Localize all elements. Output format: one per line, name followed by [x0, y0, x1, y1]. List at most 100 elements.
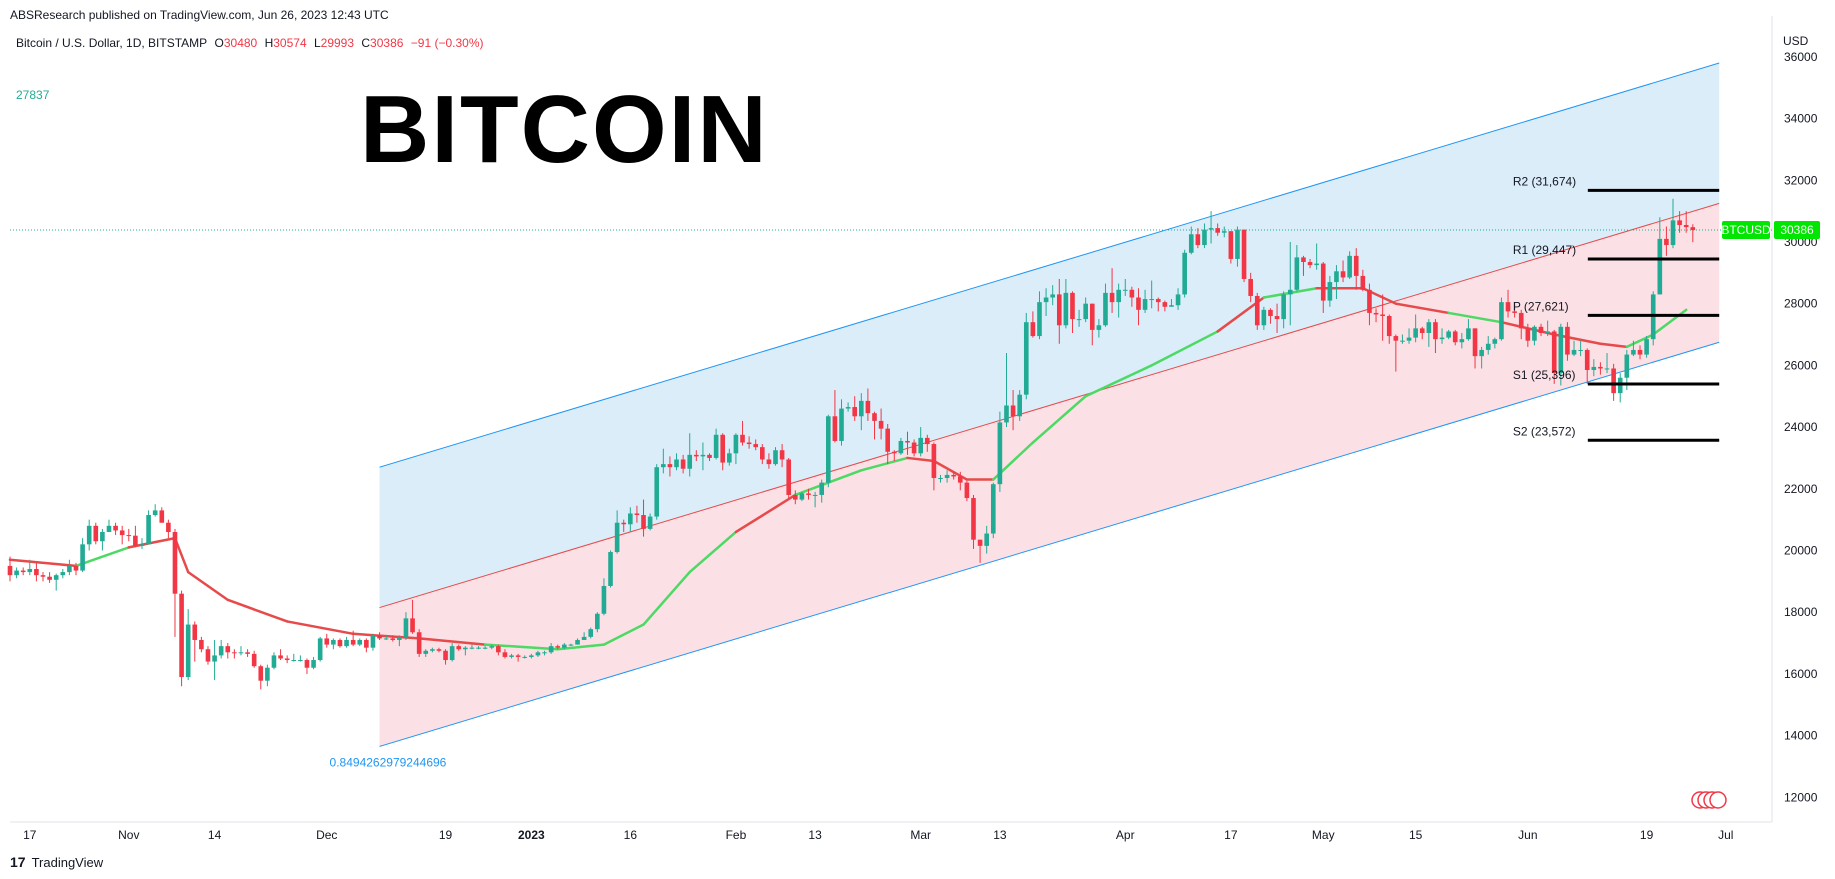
candle-body	[654, 467, 660, 517]
candle-body	[1109, 292, 1115, 303]
currency-label: USD	[1783, 34, 1809, 48]
candle-body	[60, 572, 66, 576]
candle-body	[1294, 257, 1300, 290]
candle-body	[832, 416, 838, 441]
candle-body	[1499, 302, 1504, 340]
candle-body	[766, 459, 772, 465]
high-value: 30574	[273, 36, 307, 50]
candle-body	[383, 638, 389, 640]
candle-body	[1578, 349, 1583, 351]
candle-body	[317, 638, 323, 661]
candle-body	[944, 474, 950, 478]
candle-body	[331, 639, 336, 645]
candle-body	[423, 650, 429, 654]
candle-body	[364, 639, 369, 648]
candle-body	[476, 647, 481, 649]
ema-line-segment	[1084, 364, 1153, 398]
candle-body	[370, 635, 376, 648]
candle-body	[753, 444, 759, 448]
candle-body	[812, 494, 818, 496]
candle-body	[1261, 309, 1267, 326]
candle-body	[1644, 339, 1649, 355]
candle-body	[957, 476, 963, 483]
candle-body	[271, 655, 277, 668]
x-tick-label: 13	[993, 828, 1007, 842]
candle-body	[73, 565, 79, 571]
candle-body	[482, 647, 488, 649]
candle-body	[126, 535, 132, 537]
candle-body	[1419, 328, 1425, 333]
y-tick-label: 18000	[1784, 605, 1818, 619]
candle-body	[1400, 340, 1405, 342]
candle-body	[984, 533, 989, 546]
candle-body	[443, 650, 448, 661]
x-tick-label: 19	[1640, 828, 1654, 842]
candle-body	[1433, 322, 1438, 340]
footer-brand: 17 TradingView	[10, 854, 103, 870]
candle-body	[93, 525, 99, 542]
candle-body	[166, 522, 171, 532]
low-label: L	[313, 36, 321, 50]
x-tick-label: 16	[624, 828, 638, 842]
candle-body	[1320, 263, 1326, 301]
pivot-level-label: S1 (25,396)	[1513, 368, 1576, 382]
y-tick-label: 12000	[1784, 790, 1818, 804]
candle-body	[1215, 228, 1220, 233]
candle-body	[1565, 326, 1570, 355]
candle-body	[1591, 366, 1597, 371]
y-tick-label: 26000	[1784, 358, 1818, 372]
candle-body	[509, 655, 514, 657]
candle-body	[456, 646, 462, 650]
ema-line-segment	[734, 493, 797, 534]
candle-body	[430, 649, 435, 651]
candle-body	[489, 646, 495, 648]
candle-body	[47, 576, 52, 580]
y-tick-label: 28000	[1784, 297, 1818, 311]
candle-body	[924, 437, 930, 445]
candle-body	[337, 639, 343, 647]
channel-deviation-label: 0.8494262979244696	[330, 755, 447, 769]
y-tick-label: 14000	[1784, 729, 1818, 743]
candle-body	[1208, 228, 1214, 230]
candle-body	[1175, 294, 1181, 306]
candle-body	[628, 513, 633, 525]
price-badge-value: 30386	[1780, 223, 1814, 237]
candle-body	[185, 624, 191, 677]
pivot-level-label: R1 (29,447)	[1513, 243, 1576, 257]
candle-body	[793, 494, 798, 500]
candle-body	[918, 437, 924, 454]
ema-line-segment	[556, 643, 606, 651]
candle-body	[1314, 263, 1319, 266]
candle-body	[410, 618, 415, 633]
candle-body	[1221, 231, 1227, 233]
candle-body	[865, 400, 871, 414]
x-tick-label: 17	[23, 828, 37, 842]
candle-body	[779, 450, 785, 460]
candle-body	[825, 416, 831, 483]
candle-body	[1353, 255, 1359, 276]
candle-body	[1334, 271, 1339, 283]
candle-body	[911, 442, 917, 454]
candle-body	[1472, 328, 1478, 357]
candle-body	[806, 493, 811, 495]
candle-body	[416, 632, 422, 654]
candle-body	[80, 544, 85, 571]
candle-body	[1307, 262, 1313, 266]
candle-body	[377, 635, 382, 639]
candle-body	[1043, 297, 1049, 303]
candle-body	[568, 644, 574, 646]
candle-body	[106, 525, 112, 532]
x-tick-label: 14	[208, 828, 222, 842]
candle-body	[1083, 303, 1088, 320]
candle-body	[1584, 349, 1590, 371]
candle-body	[1182, 252, 1187, 295]
candle-body	[661, 464, 666, 468]
channel-upper-line	[379, 62, 1720, 468]
candle-body	[1406, 337, 1412, 341]
candle-body	[1142, 299, 1148, 310]
x-tick-label: 15	[1409, 828, 1423, 842]
candle-body	[1129, 289, 1135, 298]
candle-body	[100, 531, 105, 542]
candle-body	[205, 649, 211, 662]
